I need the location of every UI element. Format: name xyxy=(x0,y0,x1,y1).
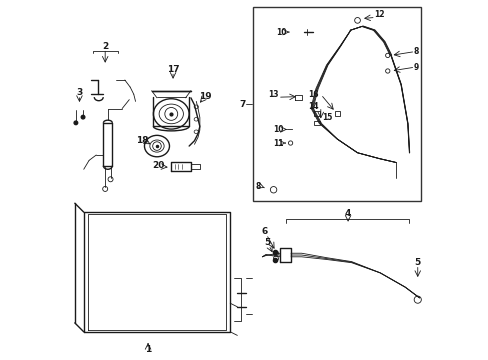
Text: 14: 14 xyxy=(308,102,318,111)
Text: 3: 3 xyxy=(76,88,82,97)
Text: 6: 6 xyxy=(261,227,267,236)
Text: 20: 20 xyxy=(152,161,164,170)
Bar xyxy=(334,111,340,116)
Text: 10: 10 xyxy=(272,125,283,134)
Text: 19: 19 xyxy=(199,91,211,100)
Text: 12: 12 xyxy=(373,10,384,19)
Text: 11: 11 xyxy=(272,139,283,148)
Bar xyxy=(314,111,320,116)
Text: 1: 1 xyxy=(144,345,151,354)
Text: 9: 9 xyxy=(413,63,418,72)
Circle shape xyxy=(74,121,78,125)
Text: 16: 16 xyxy=(308,90,318,99)
Text: 5: 5 xyxy=(414,258,420,267)
Bar xyxy=(314,121,320,125)
Text: 8: 8 xyxy=(413,47,418,56)
Text: 13: 13 xyxy=(268,90,278,99)
Circle shape xyxy=(81,115,84,119)
Text: 7: 7 xyxy=(239,100,245,109)
Text: 18: 18 xyxy=(136,136,149,145)
Bar xyxy=(253,7,421,202)
Text: 4: 4 xyxy=(344,210,350,219)
Text: 10: 10 xyxy=(276,28,286,37)
Text: 15: 15 xyxy=(322,113,332,122)
Text: 17: 17 xyxy=(166,65,179,74)
Text: 5: 5 xyxy=(264,238,270,247)
Text: 8: 8 xyxy=(255,181,261,190)
Text: 2: 2 xyxy=(102,41,108,50)
